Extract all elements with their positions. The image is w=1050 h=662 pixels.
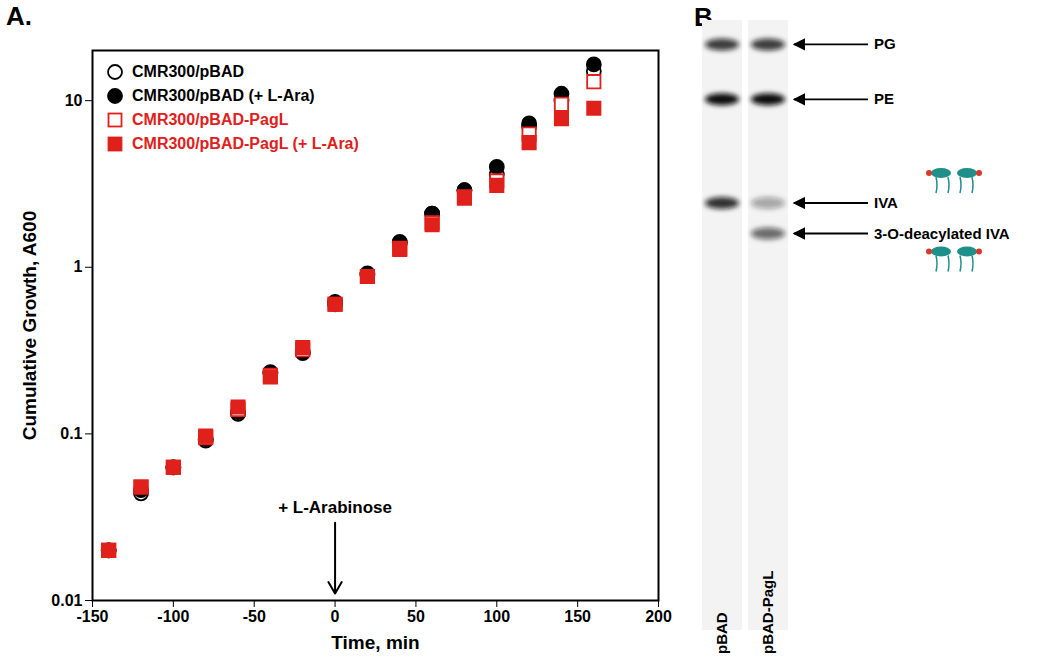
svg-text:IVA: IVA — [874, 194, 898, 211]
html-text:CMR300/pBAD: CMR300/pBAD — [132, 63, 244, 80]
svg-text:100: 100 — [483, 608, 510, 625]
html-text:CMR300/pBAD-PagL: CMR300/pBAD-PagL — [132, 111, 289, 128]
svg-text:0: 0 — [331, 608, 340, 625]
svg-text:1: 1 — [74, 258, 83, 275]
html-text:CMR300/pBAD (+ L-Ara): CMR300/pBAD (+ L-Ara) — [132, 87, 315, 104]
svg-text:PG: PG — [874, 35, 896, 52]
svg-text:3-O-deacylated IVA: 3-O-deacylated IVA — [874, 225, 1010, 242]
svg-text:-150: -150 — [76, 608, 108, 625]
svg-text:150: 150 — [564, 608, 591, 625]
svg-text:-50: -50 — [243, 608, 266, 625]
svg-text:10: 10 — [65, 92, 83, 109]
html-text:CMR300/pBAD-PagL (+ L-Ara): CMR300/pBAD-PagL (+ L-Ara) — [132, 135, 359, 152]
svg-text:-100: -100 — [157, 608, 189, 625]
svg-text:50: 50 — [407, 608, 425, 625]
html-text:A.: A. — [6, 1, 32, 31]
svg-text:B.: B. — [694, 2, 720, 32]
svg-text:0.01: 0.01 — [51, 592, 82, 609]
svg-text:pBAD-PagL: pBAD-PagL — [759, 571, 776, 654]
svg-text:+ L-Arabinose: + L-Arabinose — [278, 498, 392, 517]
svg-text:pBAD: pBAD — [713, 612, 730, 654]
svg-text:Time, min: Time, min — [331, 632, 419, 653]
svg-text:Cumulative Growth, A600: Cumulative Growth, A600 — [19, 211, 40, 440]
svg-text:200: 200 — [645, 608, 672, 625]
svg-text:PE: PE — [874, 90, 894, 107]
svg-text:0.1: 0.1 — [60, 425, 82, 442]
